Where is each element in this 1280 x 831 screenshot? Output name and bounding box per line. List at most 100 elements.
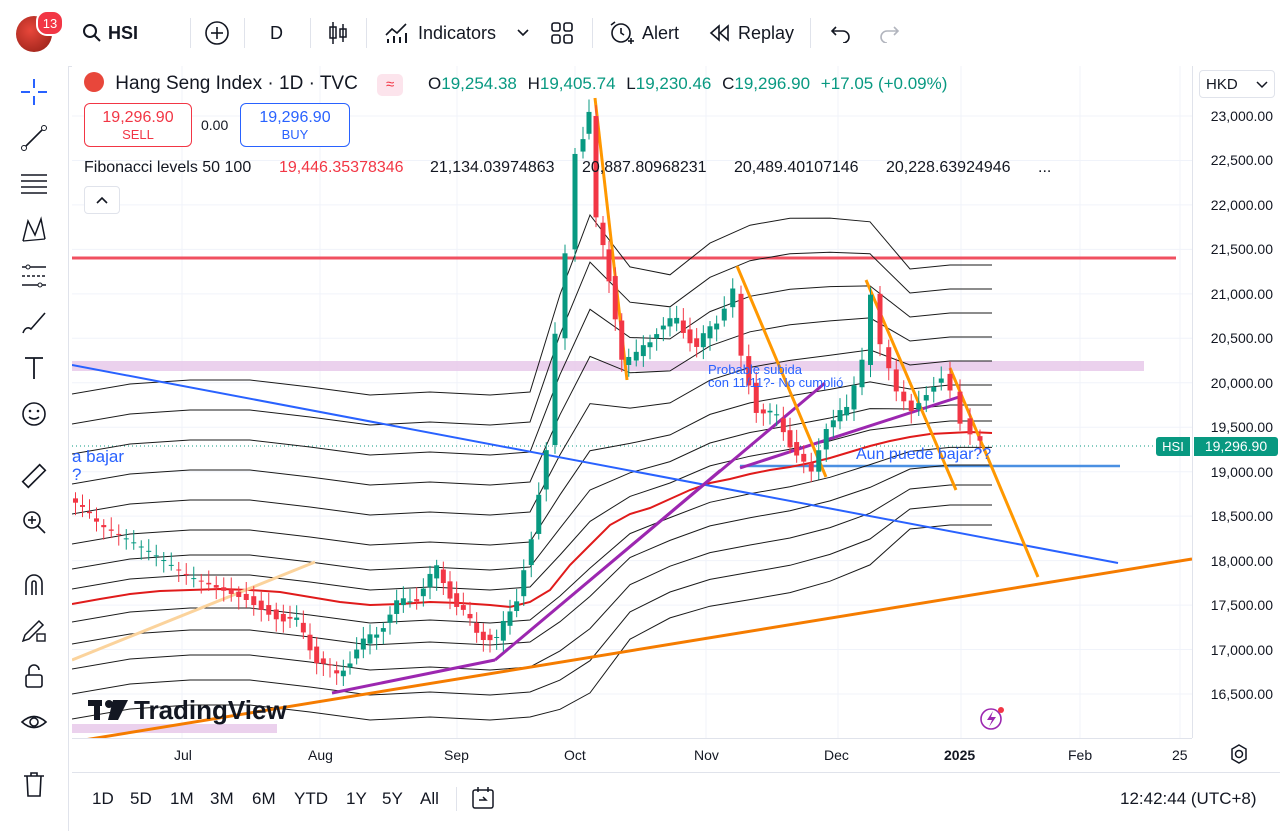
chevron-up-icon bbox=[96, 196, 108, 204]
range-5d[interactable]: 5D bbox=[130, 789, 152, 808]
gear-icon bbox=[1231, 744, 1247, 764]
crosshair-icon bbox=[21, 79, 47, 105]
interval-button[interactable]: D bbox=[270, 22, 283, 43]
buy-button[interactable]: 19,296.90 BUY bbox=[240, 103, 350, 147]
close-label: C bbox=[722, 74, 735, 93]
undo-button[interactable] bbox=[830, 14, 852, 52]
candle-body bbox=[280, 613, 286, 622]
blue-trendline bbox=[72, 364, 1119, 564]
zoom-tool[interactable] bbox=[16, 504, 52, 540]
visibility-tool[interactable] bbox=[16, 704, 52, 740]
range-1m[interactable]: 1M bbox=[170, 789, 194, 808]
price-label: 19,000.00 bbox=[1210, 464, 1273, 480]
candle-body bbox=[700, 333, 706, 348]
rewind-icon bbox=[709, 24, 729, 42]
candle-body bbox=[101, 525, 107, 528]
band-curve bbox=[72, 484, 992, 671]
brush-tool[interactable] bbox=[16, 304, 52, 340]
candle-body bbox=[714, 323, 720, 330]
candle-body bbox=[251, 596, 257, 606]
candle-body bbox=[467, 613, 473, 619]
emoji-tool[interactable] bbox=[16, 396, 52, 432]
band-curve bbox=[72, 446, 992, 624]
candle-body bbox=[494, 636, 500, 638]
wave-icon[interactable]: ≈ bbox=[377, 74, 404, 96]
time-label: Dec bbox=[824, 747, 849, 763]
candle-body bbox=[334, 670, 340, 674]
chart-type-button[interactable] bbox=[326, 14, 350, 52]
range-ytd[interactable]: YTD bbox=[294, 789, 328, 808]
chart-pane[interactable]: Probable subida con 11/11?- No cumplió A… bbox=[72, 66, 1192, 738]
candle-body bbox=[562, 253, 568, 339]
tradingview-logo: TradingView bbox=[88, 695, 287, 725]
range-1d[interactable]: 1D bbox=[92, 789, 114, 808]
delete-drawings-tool[interactable] bbox=[16, 766, 52, 802]
price-axis[interactable]: HKD 23,000.00 22,500.00 22,000.00 21,500… bbox=[1192, 66, 1280, 738]
orange-trendline bbox=[87, 557, 1192, 738]
candle-body bbox=[674, 317, 680, 324]
annotation-no-cumplio: con 11/11?- No cumplió bbox=[708, 375, 843, 390]
buy-label: BUY bbox=[281, 127, 309, 142]
annotation-probable-subida: Probable subida bbox=[708, 362, 803, 377]
replay-button[interactable]: Replay bbox=[708, 14, 794, 52]
compare-add-button[interactable] bbox=[204, 14, 230, 52]
candle-body bbox=[654, 334, 660, 339]
lock-all-tool[interactable] bbox=[16, 658, 52, 694]
lock-drawing-tool[interactable] bbox=[16, 612, 52, 648]
candle-body bbox=[427, 573, 433, 588]
resistance-zone bbox=[72, 361, 1144, 371]
text-tool[interactable] bbox=[16, 350, 52, 386]
crosshair-tool[interactable] bbox=[16, 74, 52, 110]
magnet-tool[interactable] bbox=[16, 566, 52, 602]
axis-settings-button[interactable] bbox=[1228, 743, 1250, 765]
redo-button[interactable] bbox=[878, 14, 900, 52]
band-curve bbox=[72, 504, 992, 696]
chart-svg[interactable]: Probable subida con 11/11?- No cumplió A… bbox=[72, 66, 1192, 738]
range-3m[interactable]: 3M bbox=[210, 789, 234, 808]
candle-body bbox=[258, 600, 264, 610]
candle-body bbox=[440, 569, 446, 584]
candle-body bbox=[580, 139, 586, 152]
fib-retracement-tool[interactable] bbox=[16, 166, 52, 202]
goto-date-button[interactable] bbox=[470, 785, 496, 816]
price-label: 19,500.00 bbox=[1210, 419, 1273, 435]
time-axis[interactable]: Jul Aug Sep Oct Nov Dec 2025 Feb 25 bbox=[72, 738, 1192, 771]
range-all[interactable]: All bbox=[420, 789, 439, 808]
price-label: 22,500.00 bbox=[1210, 152, 1273, 168]
price-label: 22,000.00 bbox=[1210, 197, 1273, 213]
candles-icon bbox=[329, 22, 347, 44]
change-value: +17.05 (+0.09%) bbox=[820, 74, 948, 93]
forecast-tool[interactable] bbox=[16, 258, 52, 294]
brush-icon bbox=[22, 312, 46, 334]
fib-legend-label[interactable]: Fibonacci levels 50 100 bbox=[84, 159, 252, 176]
candle-body bbox=[387, 614, 393, 623]
chevron-down-icon[interactable] bbox=[516, 14, 530, 52]
trendline-tool[interactable] bbox=[16, 120, 52, 156]
candle-body bbox=[454, 593, 460, 607]
alert-button[interactable]: Alert bbox=[608, 14, 679, 52]
sell-button[interactable]: 19,296.90 SELL bbox=[84, 103, 192, 147]
currency-select[interactable]: HKD bbox=[1199, 70, 1275, 98]
pattern-tool[interactable] bbox=[16, 212, 52, 248]
purple-trendline-4 bbox=[494, 469, 721, 661]
templates-button[interactable] bbox=[550, 14, 574, 52]
candle-body bbox=[354, 649, 360, 659]
band-curve bbox=[72, 285, 992, 456]
range-1y[interactable]: 1Y bbox=[346, 789, 367, 808]
chevron-down-icon bbox=[1256, 81, 1268, 89]
trendline-icon bbox=[21, 125, 47, 151]
collapse-legend-button[interactable] bbox=[84, 186, 120, 214]
range-5y[interactable]: 5Y bbox=[382, 789, 403, 808]
candle-body bbox=[414, 599, 420, 602]
candle-body bbox=[923, 395, 929, 401]
indicators-button[interactable]: Indicators bbox=[384, 14, 496, 52]
measure-tool[interactable] bbox=[16, 458, 52, 494]
candle-body bbox=[816, 450, 822, 472]
candle-body bbox=[586, 111, 592, 134]
clock-timezone[interactable]: 12:42:44 (UTC+8) bbox=[1120, 789, 1257, 808]
time-label: Feb bbox=[1068, 747, 1093, 763]
symbol-legend[interactable]: Hang Seng Index · 1D · TVC ≈ bbox=[84, 72, 404, 96]
symbol-search-button[interactable]: HSI bbox=[82, 14, 138, 52]
candle-body bbox=[938, 378, 944, 383]
range-6m[interactable]: 6M bbox=[252, 789, 276, 808]
